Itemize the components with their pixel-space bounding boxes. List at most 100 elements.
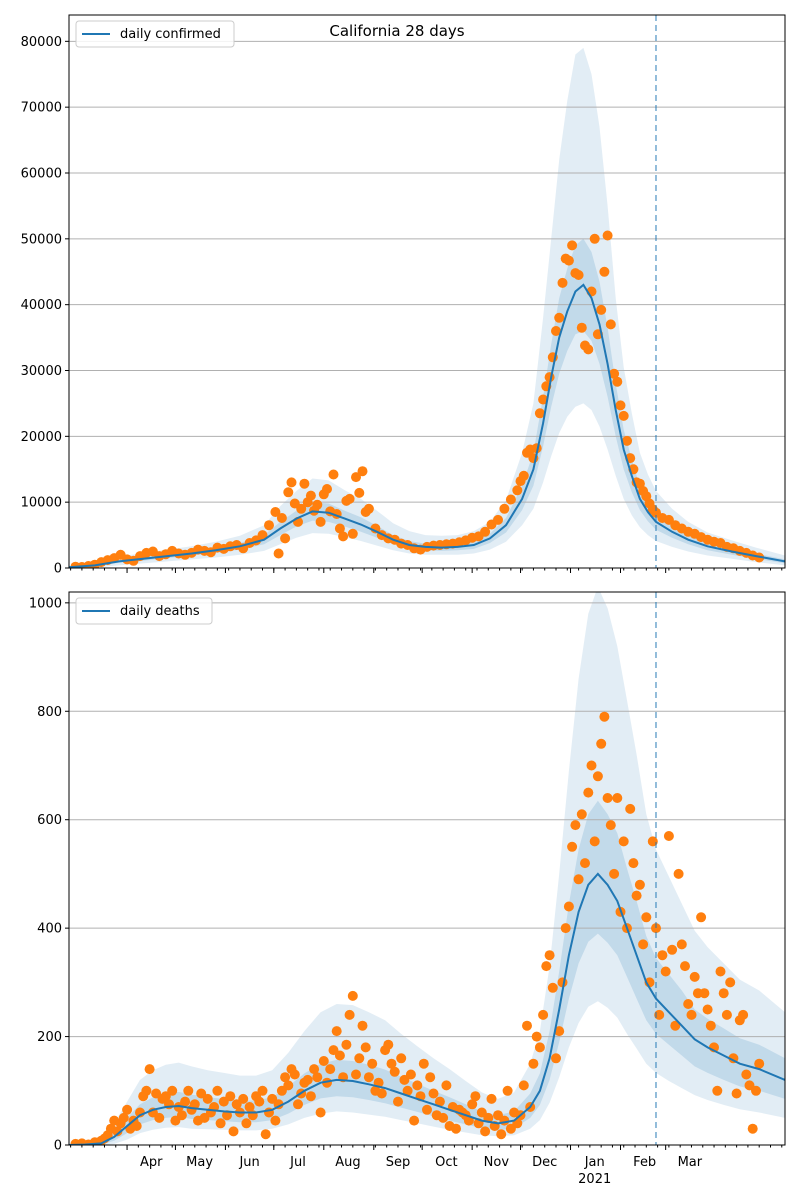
data-point xyxy=(747,1123,758,1134)
data-point xyxy=(609,368,620,379)
band-inner-area xyxy=(69,800,785,1145)
data-point xyxy=(480,1126,491,1137)
data-point xyxy=(144,1064,155,1075)
data-point xyxy=(351,472,361,483)
data-point xyxy=(573,874,584,885)
data-point xyxy=(718,988,729,999)
data-point xyxy=(628,858,639,869)
data-point xyxy=(273,548,284,559)
x-tick-label: Oct xyxy=(435,1155,457,1170)
data-point xyxy=(583,344,594,355)
data-point xyxy=(602,230,613,241)
data-point xyxy=(638,939,649,950)
data-point xyxy=(351,1069,361,1080)
data-point xyxy=(599,711,610,722)
data-point xyxy=(347,528,358,539)
data-point xyxy=(389,1066,400,1077)
data-point xyxy=(554,1026,565,1037)
data-point xyxy=(538,394,549,405)
data-point xyxy=(557,277,568,288)
data-point xyxy=(228,1126,239,1137)
x-tick-label: Sep xyxy=(386,1155,411,1170)
x-tick-label: Jan xyxy=(584,1155,605,1170)
data-point xyxy=(357,1020,368,1031)
data-point xyxy=(154,1112,165,1123)
data-point xyxy=(280,1072,291,1083)
x-tick-label: Mar xyxy=(678,1155,703,1170)
data-point xyxy=(541,961,552,972)
data-point xyxy=(544,950,555,961)
data-point xyxy=(567,841,578,852)
data-point xyxy=(183,1085,194,1096)
data-point xyxy=(422,1104,432,1115)
data-point xyxy=(676,939,687,950)
data-point xyxy=(560,923,571,934)
data-point xyxy=(331,1026,342,1037)
data-point xyxy=(315,1107,326,1118)
data-point xyxy=(602,793,613,803)
data-point xyxy=(518,470,529,481)
legend-label-confirmed: daily confirmed xyxy=(120,27,221,42)
y-tick-label: 60000 xyxy=(21,167,62,182)
data-point xyxy=(657,950,668,961)
data-point xyxy=(376,1088,387,1099)
band-outer-area xyxy=(69,592,785,1145)
data-point xyxy=(386,1058,397,1069)
data-point xyxy=(215,1118,226,1129)
data-point xyxy=(341,1039,352,1050)
data-point xyxy=(573,270,584,280)
x-tick-label: Aug xyxy=(335,1155,360,1170)
data-point xyxy=(299,478,310,489)
year-label: 2021 xyxy=(578,1172,611,1187)
data-point xyxy=(302,1074,313,1085)
legend-frame xyxy=(75,597,213,625)
data-point xyxy=(334,523,345,534)
data-point xyxy=(212,1085,223,1096)
x-tick-label: Apr xyxy=(140,1155,163,1170)
confirmed-uncertainty-bands xyxy=(69,47,785,568)
data-point xyxy=(286,477,297,488)
data-point xyxy=(347,990,358,1001)
data-point xyxy=(634,879,645,890)
y-tick-label: 70000 xyxy=(21,101,62,116)
confirmed-line xyxy=(69,283,785,568)
data-point xyxy=(522,1020,532,1031)
data-point xyxy=(425,1072,436,1083)
x-tick-label: Nov xyxy=(484,1155,510,1170)
data-point xyxy=(405,1069,416,1080)
data-point xyxy=(122,1104,133,1115)
data-point xyxy=(202,1093,213,1104)
data-point xyxy=(547,982,558,993)
band-outer-area xyxy=(69,47,785,568)
data-point xyxy=(622,435,632,446)
data-point xyxy=(357,466,368,477)
data-point xyxy=(354,487,365,498)
data-point xyxy=(393,1096,403,1107)
confirmed-panel: 0 10000 20000 30000 40000 50000 60000 70000 8000… xyxy=(21,14,786,577)
axes-frame xyxy=(68,591,786,1146)
data-point xyxy=(402,1085,413,1096)
data-point xyxy=(434,1096,445,1107)
data-point xyxy=(354,1053,365,1064)
y-tick-label: 40000 xyxy=(21,298,62,313)
x-tick-label: Feb xyxy=(633,1155,656,1170)
data-point xyxy=(293,1099,303,1110)
data-point xyxy=(141,1085,152,1096)
data-point xyxy=(683,999,694,1009)
data-point xyxy=(280,533,291,544)
y-tick-label: 0 xyxy=(54,1139,62,1154)
data-point xyxy=(699,988,710,999)
data-point xyxy=(338,531,349,542)
data-point xyxy=(305,1091,316,1102)
data-point xyxy=(712,1085,723,1096)
data-point xyxy=(586,760,597,771)
data-point xyxy=(315,516,326,527)
chart-title: California 28 days xyxy=(329,22,464,40)
data-point xyxy=(663,831,674,841)
data-point xyxy=(596,304,607,315)
data-point xyxy=(528,1058,539,1069)
data-point xyxy=(309,1064,320,1075)
x-tick-label: May xyxy=(186,1155,213,1170)
x-tick-label: Dec xyxy=(532,1155,557,1170)
y-tick-label: 400 xyxy=(37,922,62,937)
